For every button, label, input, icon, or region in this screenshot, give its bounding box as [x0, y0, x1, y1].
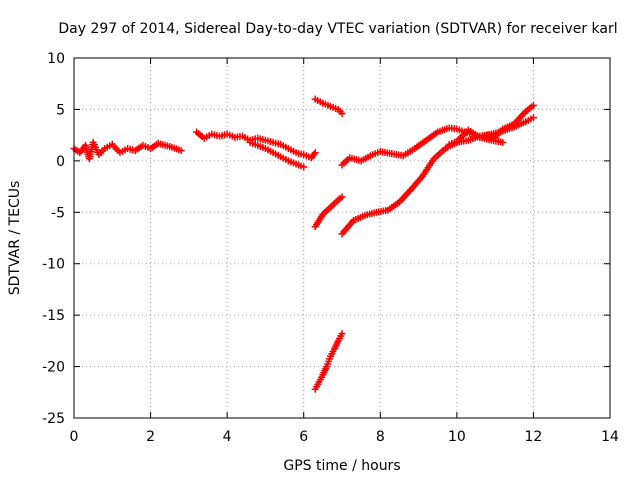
x-tick-label: 2	[146, 429, 155, 445]
data-points	[70, 95, 537, 393]
x-axis-label: GPS time / hours	[283, 458, 400, 474]
y-tick-label: 5	[56, 102, 65, 118]
series-track-d	[311, 95, 346, 118]
y-tick-label: -5	[51, 205, 65, 221]
data-point	[338, 193, 346, 201]
x-tick-label: 0	[70, 429, 79, 445]
data-point	[529, 101, 537, 109]
x-tick-label: 6	[299, 429, 308, 445]
x-tick-label: 10	[448, 429, 466, 445]
data-point	[499, 138, 507, 146]
series-track-b	[193, 128, 319, 162]
y-tick-label: 0	[56, 154, 65, 170]
series-track-i	[445, 126, 507, 148]
data-point	[300, 163, 308, 171]
y-axis-label: SDTVAR / TECUs	[7, 181, 23, 296]
axis-ticks	[73, 57, 611, 419]
y-tick-label: -15	[42, 308, 65, 324]
series-track-a	[70, 138, 185, 163]
series-track-f	[311, 330, 346, 393]
x-tick-labels: 0 2 4 6 8 10 12 14	[70, 429, 619, 445]
plot-frame	[73, 57, 611, 419]
y-tick-label: -10	[42, 257, 65, 273]
x-tick-label: 4	[223, 429, 232, 445]
data-point	[338, 110, 346, 118]
y-tick-label: -25	[42, 411, 65, 427]
data-point	[338, 330, 346, 338]
series-track-e	[311, 193, 346, 231]
x-tick-label: 12	[525, 429, 543, 445]
series-track-h	[338, 101, 537, 169]
chart-title: Day 297 of 2014, Sidereal Day-to-day VTE…	[58, 21, 617, 37]
data-point	[529, 114, 537, 122]
data-point	[311, 149, 319, 157]
series-track-c	[246, 138, 308, 171]
y-tick-label: 10	[47, 51, 65, 67]
y-tick-label: -20	[42, 360, 65, 376]
x-tick-label: 8	[376, 429, 385, 445]
y-tick-labels: -25 -20 -15 -10 -5 0 5 10	[42, 51, 65, 427]
data-point	[177, 147, 185, 155]
x-tick-label: 14	[601, 429, 619, 445]
